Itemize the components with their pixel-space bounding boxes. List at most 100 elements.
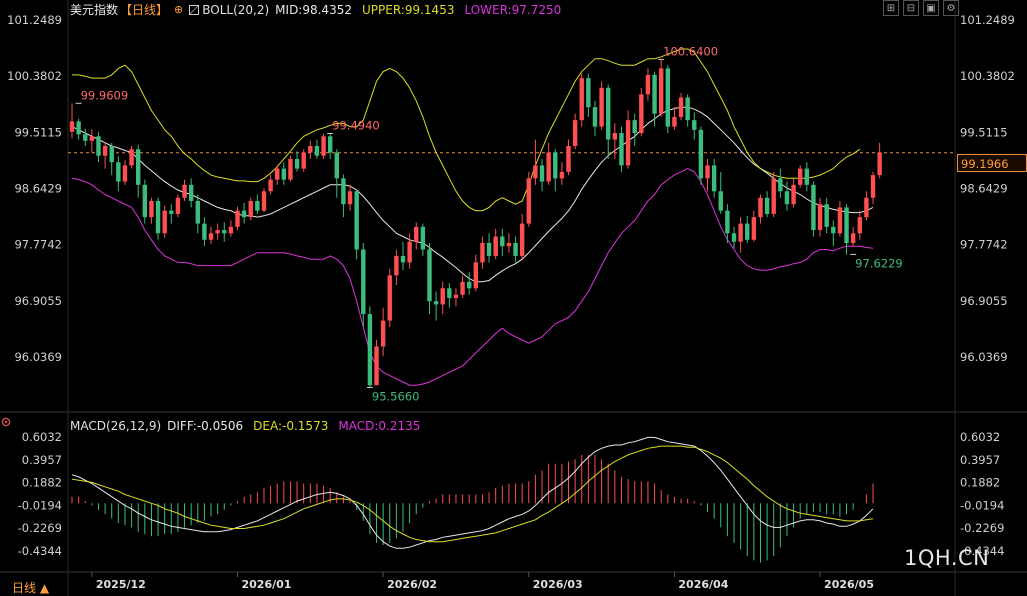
candle [195, 194, 200, 234]
candle [275, 165, 280, 185]
boll-lower: LOWER:97.7250 [464, 3, 562, 17]
candle [745, 215, 750, 244]
candle [109, 142, 114, 176]
price-annotations: 99.9609 99.4940 95.5660 100.6400 97.6229 [75, 44, 903, 403]
candle [857, 210, 862, 240]
candle-body [447, 288, 452, 298]
candle [447, 283, 452, 308]
candle [354, 189, 359, 260]
y-tick-right: 96.9055 [960, 294, 1008, 308]
candle-body [261, 191, 267, 211]
candle [784, 181, 790, 211]
candle-body [553, 152, 558, 179]
macd-y-tick-left: -0.0194 [18, 498, 62, 512]
candle [208, 226, 214, 245]
candle [711, 158, 717, 198]
indicator-icon[interactable] [189, 5, 200, 15]
candle-body [877, 152, 882, 176]
candle-body [433, 301, 439, 305]
candle-body [248, 200, 253, 218]
y-tick-left: 96.9055 [14, 294, 62, 308]
candle-body [798, 168, 803, 185]
period-button[interactable]: 日线 ▲ [12, 581, 50, 595]
y-tick-right: 101.2489 [960, 13, 1015, 27]
candle [347, 184, 353, 211]
candle-body [347, 191, 353, 205]
candle [619, 126, 624, 172]
candle-body [546, 152, 551, 182]
indicator-name[interactable]: BOLL(20,2) [202, 3, 270, 17]
candle-body [539, 165, 545, 182]
add-icon[interactable]: ⊕ [174, 3, 184, 16]
y-tick-left: 99.5115 [14, 125, 62, 139]
candle-body [864, 197, 869, 218]
candle-body [327, 136, 333, 153]
fit-icon[interactable]: ▣ [923, 0, 939, 16]
candle-body [116, 162, 121, 182]
candle-body [619, 133, 624, 166]
candle [308, 140, 313, 159]
candle-body [142, 184, 148, 218]
y-tick-left: 96.0369 [14, 350, 62, 364]
candle [169, 204, 174, 224]
candle [539, 158, 545, 192]
candle-body [870, 175, 876, 198]
candle-body [215, 230, 220, 234]
candle [698, 126, 704, 185]
candle-body [281, 168, 287, 180]
x-tick-label: 2025/12 [96, 578, 146, 591]
boll-lower-line [71, 168, 874, 386]
candle-body [526, 178, 531, 224]
candle-body [400, 255, 406, 263]
candle-body [725, 210, 730, 234]
candle [599, 81, 604, 130]
candle-body [493, 236, 498, 256]
candle [718, 171, 723, 214]
candle-body [188, 184, 194, 201]
y-axis: 101.2489 101.2489 100.3802 100.3802 99.5115 9… [7, 13, 1015, 558]
candle [764, 191, 770, 218]
macd-y-tick-right: 0.1882 [960, 476, 1000, 490]
y-tick-left: 101.2489 [7, 13, 62, 27]
candle-body [559, 171, 565, 179]
candle-body [334, 152, 339, 179]
macd-y-tick-right: 0.3957 [960, 453, 1000, 467]
settings-icon[interactable]: ⚙ [943, 0, 959, 16]
candle [440, 281, 445, 315]
candle-body [169, 210, 174, 214]
candle [500, 228, 505, 256]
boll-mid: MID:98.4352 [275, 3, 352, 17]
candle [837, 200, 843, 237]
candle [248, 197, 253, 221]
zoom-in-icon[interactable]: ⊞ [883, 0, 899, 16]
candle [387, 268, 392, 328]
candle [83, 128, 88, 147]
candle [725, 204, 730, 244]
candle [705, 158, 710, 192]
candle-body [817, 204, 823, 231]
candle-body [136, 149, 141, 185]
candle-body [195, 200, 200, 224]
candle [632, 113, 637, 147]
macd-y-tick-left: -0.4344 [18, 544, 62, 558]
candle [175, 194, 181, 218]
y-tick-right: 97.7742 [960, 238, 1008, 252]
period-tag[interactable]: 【日线】 [120, 3, 169, 17]
zoom-out-icon[interactable]: ⊟ [903, 0, 919, 16]
candle [831, 220, 836, 247]
candle [798, 165, 803, 189]
candle-body [831, 226, 836, 234]
candle [334, 149, 339, 198]
candle-body [96, 136, 101, 156]
candle-body [678, 97, 684, 117]
candle [804, 162, 810, 192]
candle [182, 179, 187, 201]
alarm-icon[interactable] [1, 417, 11, 427]
candle [142, 179, 148, 224]
candle-body [255, 200, 260, 211]
macd-name[interactable]: MACD(26,12,9) [70, 419, 162, 433]
boll-upper: UPPER:99.1453 [361, 3, 455, 17]
candle-body [850, 233, 856, 244]
candle [202, 217, 207, 247]
